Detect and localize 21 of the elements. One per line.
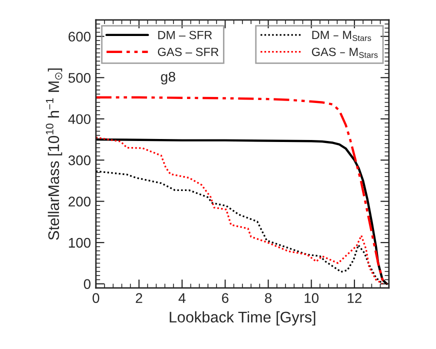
y-tick-label: 400: [68, 114, 91, 124]
y-tick-label: 200: [68, 196, 91, 206]
x-tick-label: 10: [304, 293, 319, 303]
legend-label: GAS – SFR: [158, 48, 218, 56]
y-tick-label: 500: [68, 72, 91, 83]
x-tick-label: 8: [265, 293, 272, 303]
legend-label: DM – SFR: [158, 30, 212, 40]
x-axis-title: Lookback Time [Gyrs]: [170, 311, 316, 326]
y-axis-title: StellarMass [10$^{10}$ h$^{−1}$ M$_{⊙}$]: [46, 68, 62, 240]
x-tick-label: 12: [348, 293, 362, 303]
x-tick-label: 2: [136, 293, 142, 303]
y-tick-label: 300: [68, 155, 91, 166]
x-tick-label: 6: [222, 293, 228, 303]
legend-label: GAS – M$_{Stars}$: [312, 48, 378, 58]
y-tick-label: 0: [84, 279, 91, 289]
x-tick-label: 0: [92, 293, 100, 303]
y-tick-label: 600: [68, 32, 91, 42]
legend-label: DM – M$_{Stars}$: [312, 30, 372, 41]
x-tick-label: 4: [178, 293, 186, 303]
y-tick-label: 100: [68, 238, 91, 248]
annotation: g8: [160, 72, 176, 84]
